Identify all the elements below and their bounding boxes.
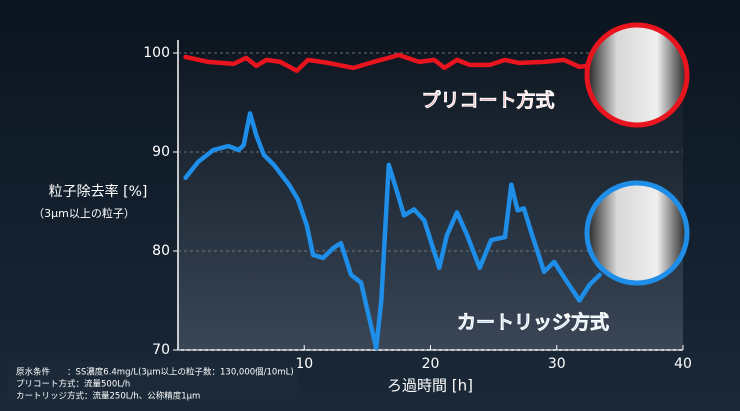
note: 原水条件 ：SS濃度6.4mg/L(3μm以上の粒子数：130,000個/10m…	[16, 367, 294, 378]
y-tick-label: 80	[152, 243, 170, 259]
cartridge-photo	[584, 180, 690, 286]
y-tick-label: 90	[152, 144, 170, 160]
series-line	[183, 52, 597, 74]
x-tick-label: 30	[548, 356, 566, 372]
y-axis-sublabel: （3μm以上の粒子）	[33, 206, 135, 220]
y-axis-label: 粒子除去率 [%]	[49, 183, 148, 200]
y-tick-label: 70	[152, 342, 170, 358]
notes-box	[8, 362, 298, 407]
x-tick-label: 20	[422, 356, 440, 372]
x-axis-label: ろ過時間 [h]	[387, 377, 473, 395]
precoat-photo	[584, 22, 690, 128]
y-tick-label: 100	[143, 45, 170, 61]
note: プリコート方式：流量500L/h	[16, 379, 130, 390]
series-line	[183, 111, 602, 351]
note: カートリッジ方式：流量250L/h、公称精度1μm	[16, 391, 200, 402]
x-tick-label: 40	[674, 356, 692, 372]
series-label: カートリッジ方式	[457, 311, 609, 334]
series-label: プリコート方式	[421, 89, 554, 112]
x-tick-label: 10	[295, 356, 313, 372]
